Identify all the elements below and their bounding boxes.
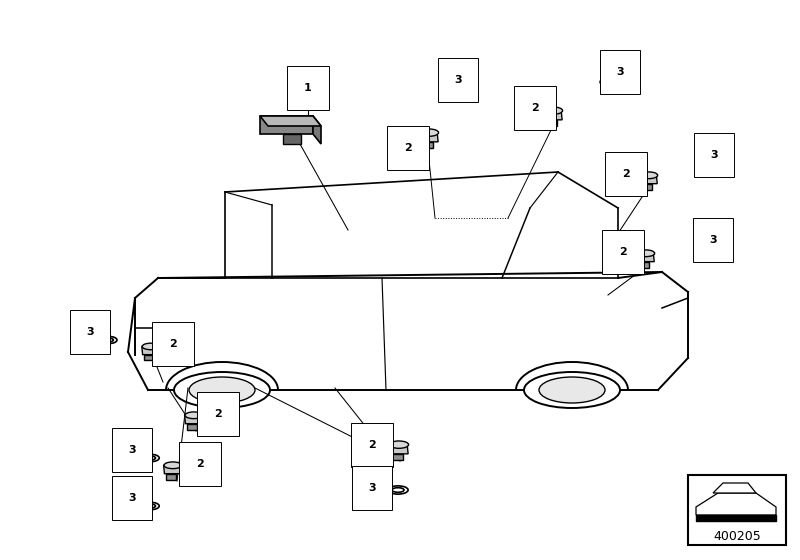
- Text: 2: 2: [214, 409, 222, 419]
- Polygon shape: [260, 116, 321, 126]
- FancyBboxPatch shape: [688, 475, 786, 545]
- Ellipse shape: [392, 488, 404, 492]
- Polygon shape: [144, 354, 154, 361]
- Text: 3: 3: [709, 235, 717, 245]
- Text: 3: 3: [710, 150, 718, 160]
- Ellipse shape: [449, 88, 461, 92]
- Polygon shape: [260, 116, 313, 134]
- Text: 3: 3: [368, 483, 376, 493]
- Ellipse shape: [419, 129, 438, 136]
- Polygon shape: [637, 253, 654, 262]
- Polygon shape: [283, 134, 301, 144]
- Ellipse shape: [185, 412, 202, 419]
- Polygon shape: [142, 347, 159, 354]
- Polygon shape: [391, 454, 402, 460]
- Ellipse shape: [102, 338, 114, 342]
- Polygon shape: [642, 184, 652, 190]
- Polygon shape: [639, 262, 650, 268]
- Ellipse shape: [699, 161, 710, 165]
- Polygon shape: [389, 445, 408, 454]
- Text: 3: 3: [454, 75, 462, 85]
- Text: 2: 2: [619, 247, 627, 257]
- Text: 2: 2: [196, 459, 204, 469]
- Ellipse shape: [539, 377, 605, 403]
- Text: 2: 2: [622, 169, 630, 179]
- Text: 3: 3: [86, 327, 94, 337]
- Ellipse shape: [699, 246, 710, 250]
- Ellipse shape: [164, 462, 182, 469]
- Text: 2: 2: [368, 440, 376, 450]
- Polygon shape: [185, 416, 202, 424]
- Polygon shape: [164, 465, 182, 474]
- Polygon shape: [187, 424, 198, 430]
- Polygon shape: [419, 133, 438, 142]
- Ellipse shape: [189, 377, 255, 403]
- Text: 3: 3: [128, 493, 136, 503]
- Ellipse shape: [141, 502, 159, 510]
- Ellipse shape: [604, 80, 616, 84]
- Ellipse shape: [543, 107, 562, 114]
- Text: 2: 2: [404, 143, 412, 153]
- Polygon shape: [166, 474, 176, 479]
- Text: 400205: 400205: [713, 530, 761, 544]
- Ellipse shape: [640, 172, 658, 179]
- Text: 3: 3: [128, 445, 136, 455]
- Polygon shape: [422, 142, 433, 148]
- Ellipse shape: [99, 337, 117, 344]
- Polygon shape: [546, 120, 557, 127]
- Ellipse shape: [145, 504, 155, 508]
- Ellipse shape: [174, 372, 270, 408]
- Ellipse shape: [696, 159, 714, 167]
- Polygon shape: [542, 111, 562, 120]
- Ellipse shape: [390, 441, 409, 449]
- Polygon shape: [640, 175, 658, 184]
- Ellipse shape: [141, 454, 159, 462]
- Ellipse shape: [524, 372, 620, 408]
- Polygon shape: [696, 493, 776, 515]
- Ellipse shape: [388, 486, 408, 494]
- Text: 2: 2: [531, 103, 539, 113]
- Ellipse shape: [142, 343, 159, 349]
- Polygon shape: [313, 116, 321, 144]
- Polygon shape: [713, 483, 756, 493]
- Ellipse shape: [600, 78, 620, 86]
- Ellipse shape: [696, 244, 714, 252]
- Text: 3: 3: [616, 67, 624, 77]
- Ellipse shape: [145, 456, 155, 460]
- Text: 2: 2: [169, 339, 177, 349]
- Text: 1: 1: [304, 83, 312, 93]
- Ellipse shape: [445, 86, 465, 94]
- Ellipse shape: [637, 250, 654, 256]
